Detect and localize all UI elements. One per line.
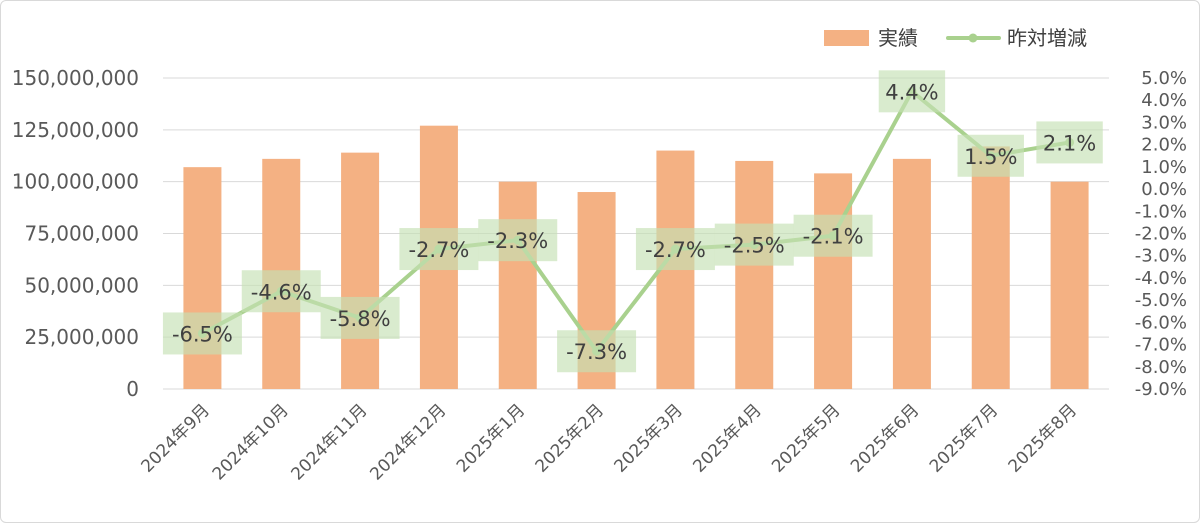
y-right-tick-label: 4.0%	[1141, 90, 1187, 111]
x-tick-label: 2024年10月	[209, 400, 293, 484]
data-label-box	[793, 214, 873, 257]
y-right-tick-label: -7.0%	[1135, 335, 1187, 356]
data-label: 4.4%	[885, 80, 938, 104]
data-label: 2.1%	[1043, 131, 1096, 155]
x-tick-label: 2025年7月	[926, 400, 1002, 476]
x-tick-label: 2025年1月	[453, 400, 529, 476]
x-tick-label: 2025年3月	[611, 400, 687, 476]
data-label-box	[399, 228, 479, 271]
legend-swatch-bar	[824, 30, 869, 46]
x-tick-label: 2025年6月	[847, 400, 923, 476]
data-label-box	[878, 70, 946, 113]
x-tick-label: 2025年2月	[532, 400, 608, 476]
y-left-tick-label: 100,000,000	[12, 170, 139, 194]
data-label-box	[635, 228, 715, 271]
right-axis: 5.0%4.0%3.0%2.0%1.0%0.0%-1.0%-2.0%-3.0%-…	[1135, 68, 1187, 400]
y-right-tick-label: 3.0%	[1141, 112, 1187, 133]
y-right-tick-label: -4.0%	[1135, 268, 1187, 289]
data-label: -5.8%	[330, 307, 391, 331]
data-label-box	[957, 134, 1024, 177]
y-left-tick-label: 25,000,000	[24, 325, 139, 349]
x-tick-label: 2024年11月	[288, 400, 372, 484]
legend-swatch-marker	[968, 33, 978, 43]
y-left-tick-label: 125,000,000	[12, 118, 139, 142]
data-label-box	[714, 223, 794, 266]
data-label-box	[320, 296, 400, 339]
data-label-box	[557, 330, 637, 373]
data-label: -4.6%	[251, 280, 312, 304]
legend-label-line: 昨対増減	[1007, 26, 1087, 50]
y-right-tick-label: 5.0%	[1141, 68, 1187, 89]
data-label: -7.3%	[566, 340, 627, 364]
data-label: -6.5%	[172, 322, 233, 346]
data-label-box	[478, 219, 558, 262]
y-left-tick-label: 75,000,000	[24, 222, 139, 246]
data-label: -2.7%	[408, 238, 469, 262]
bar	[183, 167, 222, 389]
y-right-tick-label: -8.0%	[1135, 357, 1187, 378]
bar	[735, 160, 774, 389]
y-right-tick-label: 2.0%	[1141, 135, 1187, 156]
y-right-tick-label: -6.0%	[1135, 312, 1187, 333]
x-tick-label: 2025年8月	[1005, 400, 1081, 476]
y-right-tick-label: -1.0%	[1135, 201, 1187, 222]
left-axis: 0 25,000,000 50,000,000 75,000,000 100,000,0…	[12, 66, 139, 401]
y-right-tick-label: -2.0%	[1135, 224, 1187, 245]
legend: 実績 昨対増減	[824, 26, 1087, 50]
bar	[892, 158, 931, 389]
bar	[814, 173, 853, 389]
data-label: -2.5%	[724, 234, 785, 258]
y-right-tick-label: -3.0%	[1135, 246, 1187, 267]
y-left-tick-label: 150,000,000	[12, 66, 139, 90]
y-right-tick-label: -9.0%	[1135, 379, 1187, 400]
y-left-tick-label: 50,000,000	[24, 273, 139, 297]
data-label: -2.7%	[645, 238, 706, 262]
x-tick-label: 2024年12月	[366, 400, 450, 484]
data-label-box	[241, 270, 321, 313]
data-labels: -6.5% -4.6% -5.8% -2.7% -2.3% -7.3% -2.7% -2.5%…	[162, 70, 1103, 373]
data-label-box	[1036, 121, 1103, 164]
data-label: 1.5%	[964, 145, 1017, 169]
y-right-tick-label: 0.0%	[1141, 179, 1187, 200]
data-label-box	[162, 312, 242, 355]
x-tick-label: 2025年4月	[689, 400, 765, 476]
x-tick-label: 2025年5月	[768, 400, 844, 476]
data-label: -2.3%	[487, 229, 548, 253]
bar	[1050, 181, 1089, 389]
legend-label-bar: 実績	[878, 26, 918, 50]
y-left-tick-label: 0	[126, 377, 139, 401]
bar	[971, 146, 1010, 389]
bar	[498, 181, 537, 389]
y-right-tick-label: -5.0%	[1135, 290, 1187, 311]
data-label: -2.1%	[803, 225, 864, 249]
x-tick-label: 2024年9月	[138, 400, 214, 476]
bar	[341, 152, 380, 389]
y-right-tick-label: 1.0%	[1141, 157, 1187, 178]
